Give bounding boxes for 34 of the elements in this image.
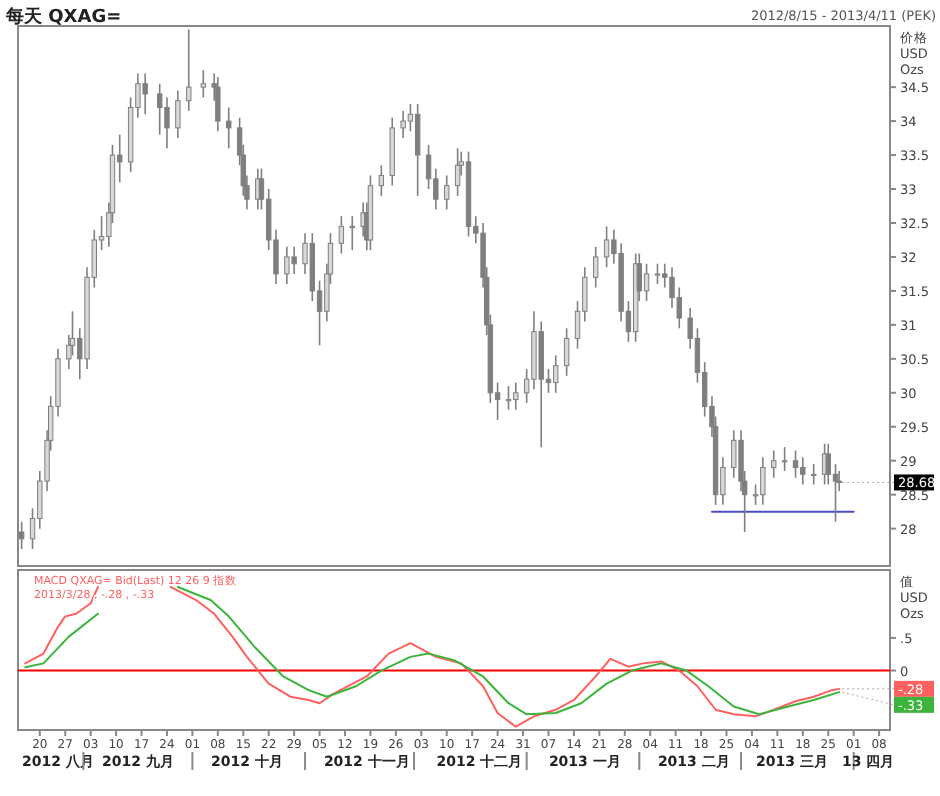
candlestick (291, 245, 297, 275)
candlestick (731, 429, 737, 479)
candlestick (531, 310, 537, 391)
chart-title: 每天 QXAG= (4, 6, 122, 28)
candlestick (175, 89, 181, 139)
candlestick (593, 245, 599, 289)
candlestick (400, 110, 406, 139)
candlestick (800, 456, 806, 486)
candlestick (563, 327, 570, 377)
candlestick (513, 381, 519, 411)
candlestick (389, 116, 395, 187)
candlestick (603, 225, 610, 268)
candlestick (553, 354, 559, 394)
candlestick (200, 69, 206, 99)
candlestick (643, 262, 650, 302)
candlestick (760, 456, 766, 506)
candlestick (811, 463, 817, 486)
candlestick (142, 72, 148, 116)
candlestick (825, 442, 831, 486)
candlestick (454, 147, 461, 197)
candlestick (215, 76, 221, 133)
candlestick (226, 106, 232, 150)
candlestick (414, 103, 421, 197)
candlestick (505, 385, 512, 411)
candlestick (349, 215, 355, 251)
candlestick (378, 164, 385, 197)
candlestick (444, 174, 450, 211)
candlestick (771, 449, 777, 479)
candlestick (538, 320, 544, 448)
candlestick (654, 262, 661, 285)
candlestick (792, 449, 799, 479)
candlestick (781, 446, 788, 472)
candlestick (338, 215, 345, 255)
candlestick (284, 245, 290, 285)
